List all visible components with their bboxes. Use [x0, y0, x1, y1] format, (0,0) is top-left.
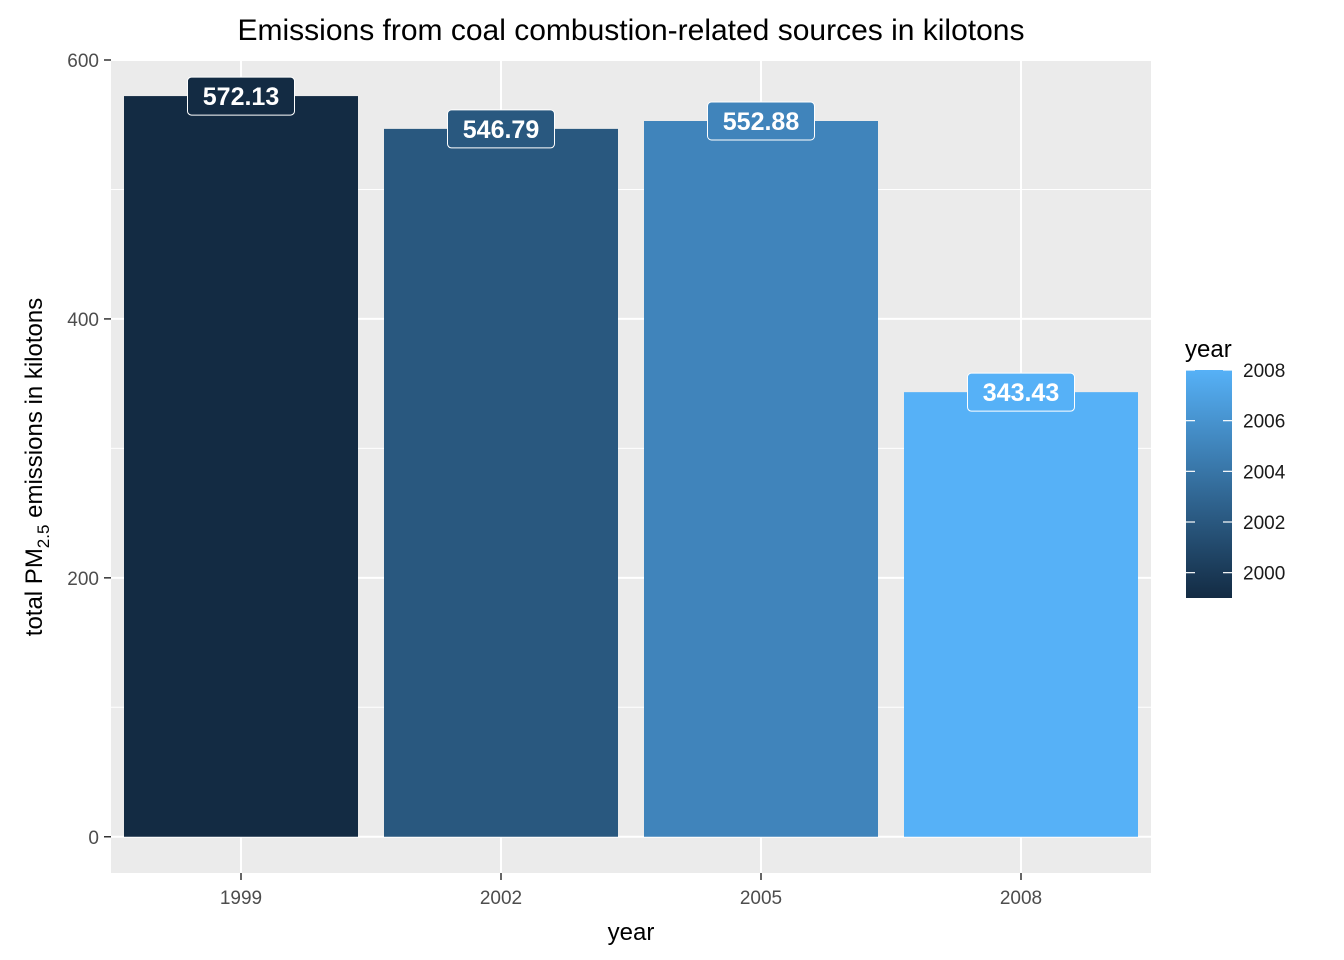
bar-value-label: 552.88	[723, 108, 800, 136]
y-axis-title-prefix: total PM	[21, 548, 48, 636]
legend-tick-label: 2004	[1243, 462, 1286, 483]
y-axis-title-subscript: 2.5	[34, 525, 53, 549]
legend-tick-label: 2008	[1243, 361, 1285, 382]
y-axis: 0 200 400 600	[67, 51, 111, 849]
legend-colorbar	[1186, 370, 1232, 598]
legend-tick-label: 2002	[1243, 513, 1285, 534]
bar-labels: 572.13 546.79 552.88 343.43	[187, 76, 1075, 412]
x-axis: 1999 2002 2005 2008	[220, 873, 1042, 909]
legend-title: year	[1185, 336, 1232, 363]
legend-tick-label: 2000	[1243, 564, 1285, 585]
legend-ticks: 2000 2002 2004 2006 2008	[1186, 361, 1286, 585]
bar-value-label: 546.79	[463, 116, 539, 144]
bar-2002	[384, 128, 618, 837]
bar-label-box-2002	[447, 109, 555, 149]
y-axis-title-suffix: emissions in kilotons	[21, 298, 48, 525]
y-tick-label: 600	[67, 51, 99, 72]
y-axis-title: total PM2.5 emissions in kilotons	[21, 298, 53, 636]
y-tick-label: 400	[67, 310, 99, 331]
bars	[124, 96, 1138, 837]
y-tick-label: 0	[88, 828, 99, 849]
legend-tick-label: 2006	[1243, 412, 1285, 433]
bar-1999	[124, 96, 358, 837]
y-tick-label: 200	[67, 569, 99, 590]
x-tick-label: 2002	[480, 888, 522, 909]
bar-label-box-2008	[967, 372, 1075, 412]
bar-2008	[904, 392, 1138, 837]
x-tick-label: 2005	[740, 888, 782, 909]
bar-value-label: 572.13	[203, 83, 279, 111]
legend: year 2000 2002 2004 2006 2008	[1185, 336, 1286, 598]
x-tick-label: 1999	[220, 888, 262, 909]
bar-label-box-2005	[707, 101, 815, 141]
bar-2005	[644, 121, 878, 837]
x-axis-title: year	[608, 919, 655, 946]
bar-label-box-1999	[187, 76, 295, 116]
x-tick-label: 2008	[1000, 888, 1042, 909]
chart-title: Emissions from coal combustion-related s…	[238, 14, 1025, 47]
bar-value-label: 343.43	[983, 379, 1059, 407]
